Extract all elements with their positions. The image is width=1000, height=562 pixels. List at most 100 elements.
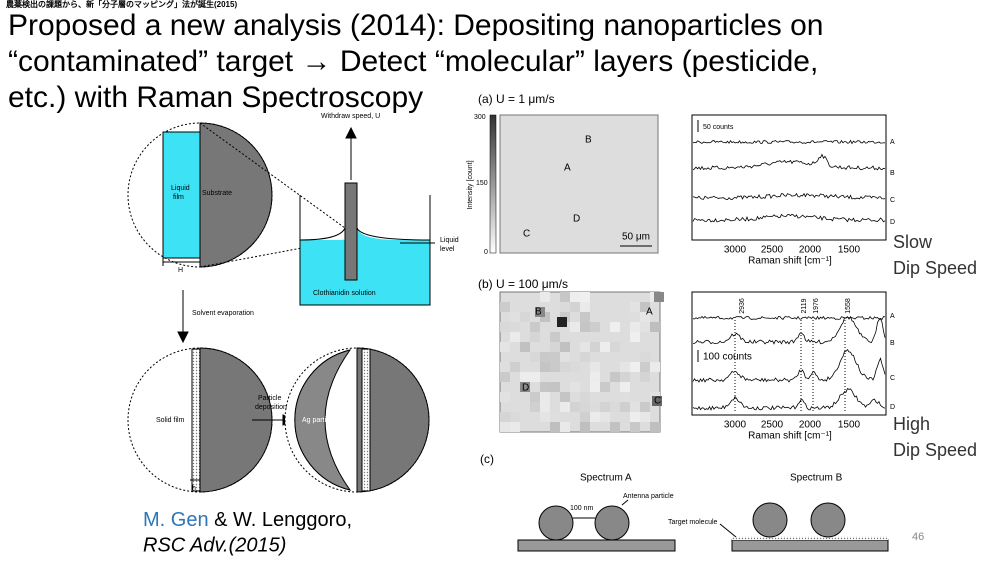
map-cell (590, 382, 600, 392)
diagram (127, 122, 435, 493)
map-cell (630, 332, 640, 342)
scale-label: 50 μm (622, 232, 650, 243)
trace-label: D (890, 219, 895, 226)
authors: & W. Lenggoro, (209, 509, 352, 531)
map-cell (640, 412, 650, 422)
map-cell (500, 412, 510, 422)
label: Solid film (156, 417, 185, 424)
label: deposition (255, 404, 287, 411)
map-cell (580, 292, 590, 302)
peak-label: 1976 (813, 298, 820, 314)
label: level (440, 246, 455, 253)
panel-label: (b) U = 100 μm/s (478, 277, 568, 291)
map-cell (630, 412, 640, 422)
map-cell (530, 332, 540, 342)
colorbar-title: Intensity [count] (467, 160, 474, 209)
map-cell (540, 352, 550, 362)
map-cell (560, 342, 570, 352)
label: Spectrum A (580, 473, 632, 484)
map-cell (654, 292, 664, 302)
peak-label: 2936 (739, 298, 746, 314)
map-cell (630, 422, 640, 432)
map-cell (600, 382, 610, 392)
map-cell (590, 342, 600, 352)
particles (517, 499, 889, 552)
map-cell (570, 322, 580, 332)
point: B (535, 307, 542, 318)
map-cell (560, 302, 570, 312)
colorbar-label: 150 (476, 180, 488, 187)
author-link[interactable]: M. Gen (143, 509, 209, 531)
label: Spectrum B (790, 473, 843, 484)
map-cell (570, 362, 580, 372)
tick: 2000 (799, 420, 822, 431)
map-cell (550, 332, 560, 342)
map-cell (500, 302, 510, 312)
label: Ag particle (302, 417, 335, 424)
map-cell (640, 372, 650, 382)
map-cell (520, 342, 530, 352)
map-cell (590, 372, 600, 382)
spectrum-trace (692, 192, 886, 201)
colorbar-label: 300 (474, 114, 486, 121)
label: film (173, 194, 184, 201)
speed: Dip Speed (893, 440, 977, 460)
map-cell (510, 412, 520, 422)
map-cell (590, 362, 600, 372)
panel-label: (c) (480, 452, 494, 466)
map-cell (590, 322, 600, 332)
map-cell (550, 422, 560, 432)
trace-label: A (890, 313, 895, 320)
trace-label: D (890, 404, 895, 411)
map-cell (510, 362, 520, 372)
map-cell (610, 372, 620, 382)
map-cell (580, 352, 590, 362)
title-line: Proposed a new analysis (2014): Depositi… (8, 9, 824, 42)
peak-label: 2119 (801, 298, 808, 313)
map-cell (610, 322, 620, 332)
map-cell (610, 342, 620, 352)
map-cell (640, 312, 650, 322)
point: A (564, 163, 571, 174)
point: C (523, 229, 530, 240)
tick: 3000 (724, 245, 747, 256)
map-cell (620, 402, 630, 412)
map-cell (590, 402, 600, 412)
tick: 2500 (761, 420, 784, 431)
map-cell (500, 422, 510, 432)
map-cell (500, 392, 510, 402)
map-cell (630, 302, 640, 312)
map-cell (650, 362, 660, 372)
colorbar-label: 0 (484, 249, 488, 256)
map-cell (620, 372, 630, 382)
label: Target molecule (668, 519, 718, 526)
map-cell (510, 322, 520, 332)
map-cell (580, 422, 590, 432)
map-cell (570, 402, 580, 412)
tick: 1500 (838, 420, 861, 431)
map-cell (580, 412, 590, 422)
map-cell (560, 362, 570, 372)
label: Particle (258, 395, 281, 402)
point: B (585, 135, 592, 146)
label: 100 nm (570, 505, 594, 512)
peak-label: 1558 (845, 298, 852, 314)
map-cell (630, 312, 640, 322)
map-cell (620, 392, 630, 402)
map-cell (570, 292, 580, 302)
label: H (178, 267, 183, 274)
map-cell (620, 362, 630, 372)
map-cell (530, 322, 540, 332)
map-cell (580, 392, 590, 402)
map-cell (530, 372, 540, 382)
map-cell (560, 422, 570, 432)
map-cell (590, 412, 600, 422)
spectrum-trace (693, 315, 886, 345)
map-cell (540, 402, 550, 412)
map-cell (650, 322, 660, 332)
trace-label: B (890, 170, 895, 177)
title-line: etc.) with Raman Spectroscopy (8, 81, 423, 114)
map-cell (535, 307, 545, 317)
tick: 1500 (838, 245, 861, 256)
